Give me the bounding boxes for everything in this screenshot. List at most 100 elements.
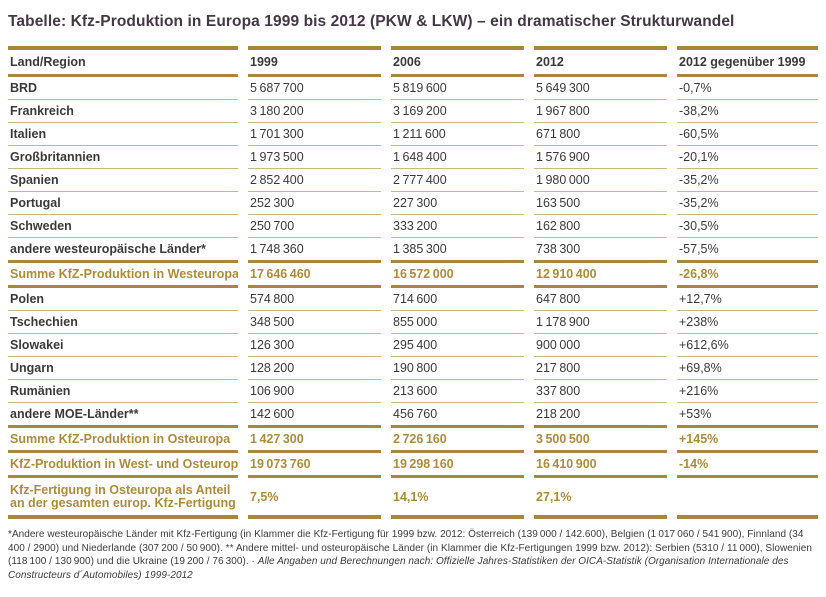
row-label: Tschechien [8, 311, 238, 334]
cell-value: 855 000 [391, 311, 524, 334]
cell-value: 900 000 [534, 334, 667, 357]
table-row: andere MOE-Länder** 142 600 456 760 218 200… [8, 403, 818, 428]
cell-value: -14% [677, 453, 818, 478]
cell-value: 337 800 [534, 380, 667, 403]
cell-value: 217 800 [534, 357, 667, 380]
table-row: Rumänien 106 900 213 600 337 800 +216% [8, 380, 818, 403]
row-label: Summe KfZ-Produktion in Westeuropa [8, 263, 238, 288]
cell-value: 3 500 500 [534, 428, 667, 453]
cell-value: 142 600 [248, 403, 381, 428]
cell-value: 213 600 [391, 380, 524, 403]
column-header-2006: 2006 [391, 46, 524, 77]
cell-value: +53% [677, 403, 818, 428]
cell-value: 12 910 400 [534, 263, 667, 288]
cell-value: +216% [677, 380, 818, 403]
table-row: Italien 1 701 300 1 211 600 671 800 -60,5% [8, 123, 818, 146]
table-row: andere westeuropäische Länder* 1 748 360 1… [8, 238, 818, 263]
cell-value: 16 572 000 [391, 263, 524, 288]
table-row: Großbritannien 1 973 500 1 648 400 1 576 90… [8, 146, 818, 169]
footnote-source: Alle Angaben und Berechnungen nach: Offi… [8, 556, 789, 581]
row-label: KfZ-Produktion in West- und Osteuropa [8, 453, 238, 478]
row-label: andere MOE-Länder** [8, 403, 238, 428]
row-label: andere westeuropäische Länder* [8, 238, 238, 263]
cell-value: 27,1% [534, 478, 667, 519]
cell-value: 1 648 400 [391, 146, 524, 169]
column-header-2012: 2012 [534, 46, 667, 77]
row-label: Frankreich [8, 100, 238, 123]
cell-value: -60,5% [677, 123, 818, 146]
cell-value [677, 478, 818, 519]
row-label: Polen [8, 288, 238, 311]
footnote-text: *Andere westeuropäische Länder mit Kfz-F… [8, 529, 812, 567]
header-row: Land/Region 1999 2006 2012 2012 gegenübe… [8, 46, 818, 77]
column-header-2012-vs-1999: 2012 gegenüber 1999 [677, 46, 818, 77]
cell-value: 19 298 160 [391, 453, 524, 478]
cell-value: 227 300 [391, 192, 524, 215]
cell-value: 1 701 300 [248, 123, 381, 146]
cell-value: 1 385 300 [391, 238, 524, 263]
cell-value: 574 800 [248, 288, 381, 311]
cell-value: 162 800 [534, 215, 667, 238]
cell-value: 348 500 [248, 311, 381, 334]
cell-value: +145% [677, 428, 818, 453]
cell-value: 252 300 [248, 192, 381, 215]
row-label: Großbritannien [8, 146, 238, 169]
cell-value: 714 600 [391, 288, 524, 311]
cell-value: 2 726 160 [391, 428, 524, 453]
table-row: KfZ-Produktion in West- und Osteuropa 19 … [8, 453, 818, 478]
cell-value: 1 427 300 [248, 428, 381, 453]
cell-value: 738 300 [534, 238, 667, 263]
cell-value: 2 777 400 [391, 169, 524, 192]
column-header-land-region: Land/Region [8, 46, 238, 77]
row-label: Portugal [8, 192, 238, 215]
cell-value: 3 180 200 [248, 100, 381, 123]
cell-value: 647 800 [534, 288, 667, 311]
cell-value: 14,1% [391, 478, 524, 519]
cell-value: 128 200 [248, 357, 381, 380]
table-row: Frankreich 3 180 200 3 169 200 1 967 800 -38… [8, 100, 818, 123]
table-row: Spanien 2 852 400 2 777 400 1 980 000 -35,2% [8, 169, 818, 192]
cell-value: +12,7% [677, 288, 818, 311]
row-label: BRD [8, 77, 238, 100]
table-row: Summe KfZ-Produktion in Osteuropa 1 427 3… [8, 428, 818, 453]
cell-value: -30,5% [677, 215, 818, 238]
cell-value: 1 967 800 [534, 100, 667, 123]
cell-value: +69,8% [677, 357, 818, 380]
row-label: Kfz-Fertigung in Osteuropa als Anteil an… [8, 478, 238, 519]
row-label: Ungarn [8, 357, 238, 380]
table-row: Slowakei 126 300 295 400 900 000 +612,6% [8, 334, 818, 357]
cell-value: 1 211 600 [391, 123, 524, 146]
cell-value: 1 178 900 [534, 311, 667, 334]
cell-value: -26,8% [677, 263, 818, 288]
cell-value: 218 200 [534, 403, 667, 428]
cell-value: 1 973 500 [248, 146, 381, 169]
cell-value: 456 760 [391, 403, 524, 428]
cell-value: 1 748 360 [248, 238, 381, 263]
table-title: Tabelle: Kfz-Produktion in Europa 1999 b… [8, 13, 735, 30]
column-header-1999: 1999 [248, 46, 381, 77]
cell-value: 126 300 [248, 334, 381, 357]
cell-value: 1 576 900 [534, 146, 667, 169]
row-label: Italien [8, 123, 238, 146]
table-row: Tschechien 348 500 855 000 1 178 900 +238% [8, 311, 818, 334]
cell-value: 16 410 900 [534, 453, 667, 478]
row-label: Summe KfZ-Produktion in Osteuropa [8, 428, 238, 453]
cell-value: 1 980 000 [534, 169, 667, 192]
row-label: Rumänien [8, 380, 238, 403]
row-label: Spanien [8, 169, 238, 192]
cell-value: 333 200 [391, 215, 524, 238]
table-header: Land/Region 1999 2006 2012 2012 gegenübe… [8, 46, 818, 77]
cell-value: -35,2% [677, 169, 818, 192]
cell-value: 250 700 [248, 215, 381, 238]
cell-value: -0,7% [677, 77, 818, 100]
cell-value: 671 800 [534, 123, 667, 146]
cell-value: 2 852 400 [248, 169, 381, 192]
table-row: Polen 574 800 714 600 647 800 +12,7% [8, 288, 818, 311]
cell-value: -38,2% [677, 100, 818, 123]
cell-value: -35,2% [677, 192, 818, 215]
cell-value: +612,6% [677, 334, 818, 357]
cell-value: +238% [677, 311, 818, 334]
cell-value: -20,1% [677, 146, 818, 169]
table-row: Kfz-Fertigung in Osteuropa als Anteil an… [8, 478, 818, 519]
cell-value: 3 169 200 [391, 100, 524, 123]
